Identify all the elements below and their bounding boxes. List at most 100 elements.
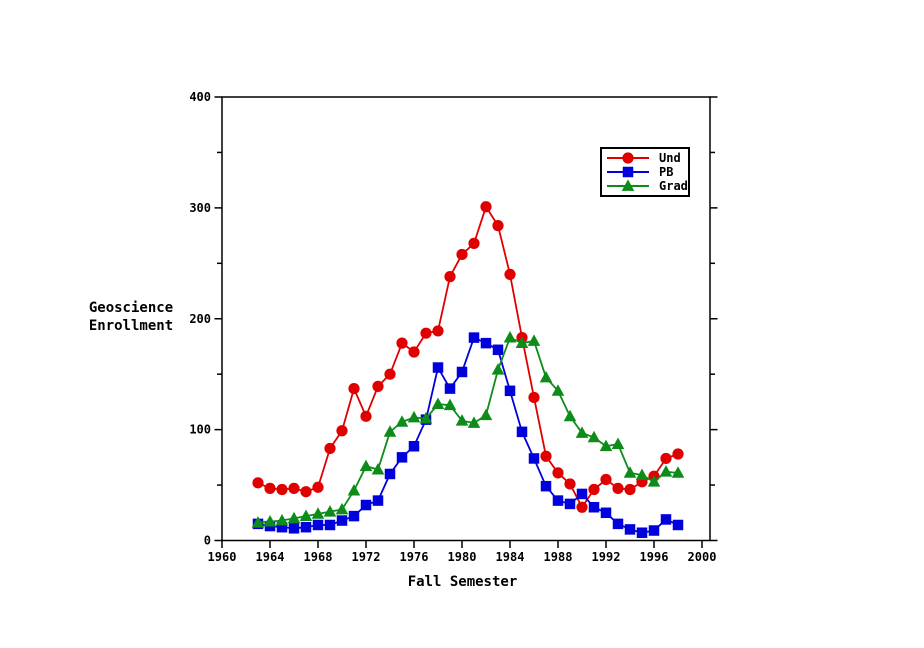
- marker-pb: [612, 518, 624, 530]
- marker-und: [444, 271, 456, 283]
- marker-grad: [431, 397, 445, 410]
- marker-grad: [575, 426, 589, 438]
- marker-und: [588, 483, 600, 496]
- und-series-line-icon: [607, 152, 649, 164]
- marker-grad: [407, 410, 421, 423]
- marker-pb: [432, 362, 444, 373]
- marker-pb: [372, 495, 384, 506]
- marker-pb: [276, 521, 288, 533]
- marker-und: [264, 482, 276, 494]
- legend-triangle-icon: [621, 179, 635, 191]
- marker-und: [528, 391, 540, 404]
- marker-grad: [623, 466, 637, 478]
- x-axis-label: Fall Semester: [407, 574, 518, 590]
- marker-pb: [288, 523, 300, 534]
- marker-grad: [587, 430, 601, 443]
- marker-pb: [504, 385, 516, 397]
- x-tick-label: 1984: [496, 550, 525, 564]
- legend-item-grad: Grad: [606, 179, 688, 193]
- series-line-pb: [257, 336, 679, 534]
- marker-pb: [576, 488, 588, 500]
- marker-und: [384, 368, 396, 380]
- marker-und: [612, 482, 624, 494]
- marker-grad: [323, 505, 337, 517]
- marker-und: [660, 452, 672, 465]
- y-tick-label: 300: [189, 201, 211, 215]
- marker-und: [492, 220, 504, 232]
- legend-circle-icon: [622, 152, 634, 164]
- marker-pb: [516, 426, 528, 438]
- marker-und: [300, 486, 312, 498]
- marker-und: [456, 248, 468, 261]
- marker-pb: [312, 519, 324, 531]
- marker-grad: [251, 516, 265, 528]
- marker-pb: [648, 525, 660, 536]
- y-tick-label: 0: [204, 534, 211, 548]
- marker-und: [624, 483, 636, 496]
- marker-grad: [551, 384, 565, 396]
- marker-pb: [552, 495, 564, 506]
- y-tick-label: 200: [189, 312, 211, 326]
- marker-grad: [527, 334, 541, 346]
- y-axis-label: Geoscience Enrollment: [88, 299, 174, 335]
- x-tick-label: 1976: [400, 550, 429, 564]
- legend-label-pb: PB: [659, 165, 674, 179]
- y-axis-label-line2: Enrollment: [88, 318, 174, 334]
- x-tick-label: 1960: [208, 550, 237, 564]
- marker-und: [480, 201, 492, 213]
- marker-pb: [480, 337, 492, 349]
- marker-grad: [287, 511, 301, 524]
- marker-grad: [371, 462, 385, 475]
- y-tick-label: 400: [189, 90, 211, 104]
- x-tick-label: 1992: [592, 550, 621, 564]
- marker-und: [564, 478, 576, 490]
- marker-und: [672, 448, 684, 460]
- marker-und: [600, 473, 612, 486]
- x-tick-label: 2000: [688, 550, 717, 564]
- marker-pb: [456, 366, 468, 378]
- marker-und: [396, 337, 408, 349]
- marker-grad: [263, 515, 277, 527]
- legend-item-pb: PB: [606, 165, 684, 179]
- marker-grad: [611, 437, 625, 449]
- marker-und: [468, 237, 480, 249]
- marker-grad: [599, 439, 613, 452]
- x-tick-label: 1968: [304, 550, 333, 564]
- marker-pb: [348, 510, 360, 522]
- marker-und: [360, 410, 372, 422]
- marker-und: [420, 327, 432, 339]
- marker-und: [252, 477, 264, 489]
- marker-pb: [384, 468, 396, 480]
- marker-pb: [336, 515, 348, 526]
- marker-grad: [443, 398, 457, 411]
- marker-grad: [311, 507, 325, 519]
- y-tick-label: 100: [189, 423, 211, 437]
- marker-und: [276, 483, 288, 496]
- marker-pb: [408, 441, 420, 452]
- marker-pb: [528, 453, 540, 464]
- series-line-grad: [257, 336, 679, 524]
- marker-grad: [647, 475, 661, 487]
- x-tick-label: 1972: [352, 550, 381, 564]
- marker-und: [288, 482, 300, 494]
- marker-und: [324, 442, 336, 455]
- legend-square-icon: [622, 166, 634, 178]
- marker-grad: [467, 416, 481, 428]
- y-axis-label-line1: Geoscience: [88, 300, 174, 316]
- marker-und: [540, 450, 552, 462]
- marker-grad: [383, 425, 397, 437]
- marker-und: [348, 383, 360, 395]
- marker-und: [576, 501, 588, 513]
- marker-grad: [419, 411, 433, 424]
- legend-label-grad: Grad: [659, 179, 688, 193]
- marker-grad: [563, 409, 577, 422]
- legend: Und PB Grad: [600, 147, 690, 197]
- marker-pb: [624, 524, 636, 535]
- marker-und: [432, 325, 444, 337]
- marker-pb: [588, 501, 600, 513]
- marker-pb: [564, 498, 576, 510]
- marker-pb: [324, 519, 336, 531]
- marker-und: [312, 481, 324, 493]
